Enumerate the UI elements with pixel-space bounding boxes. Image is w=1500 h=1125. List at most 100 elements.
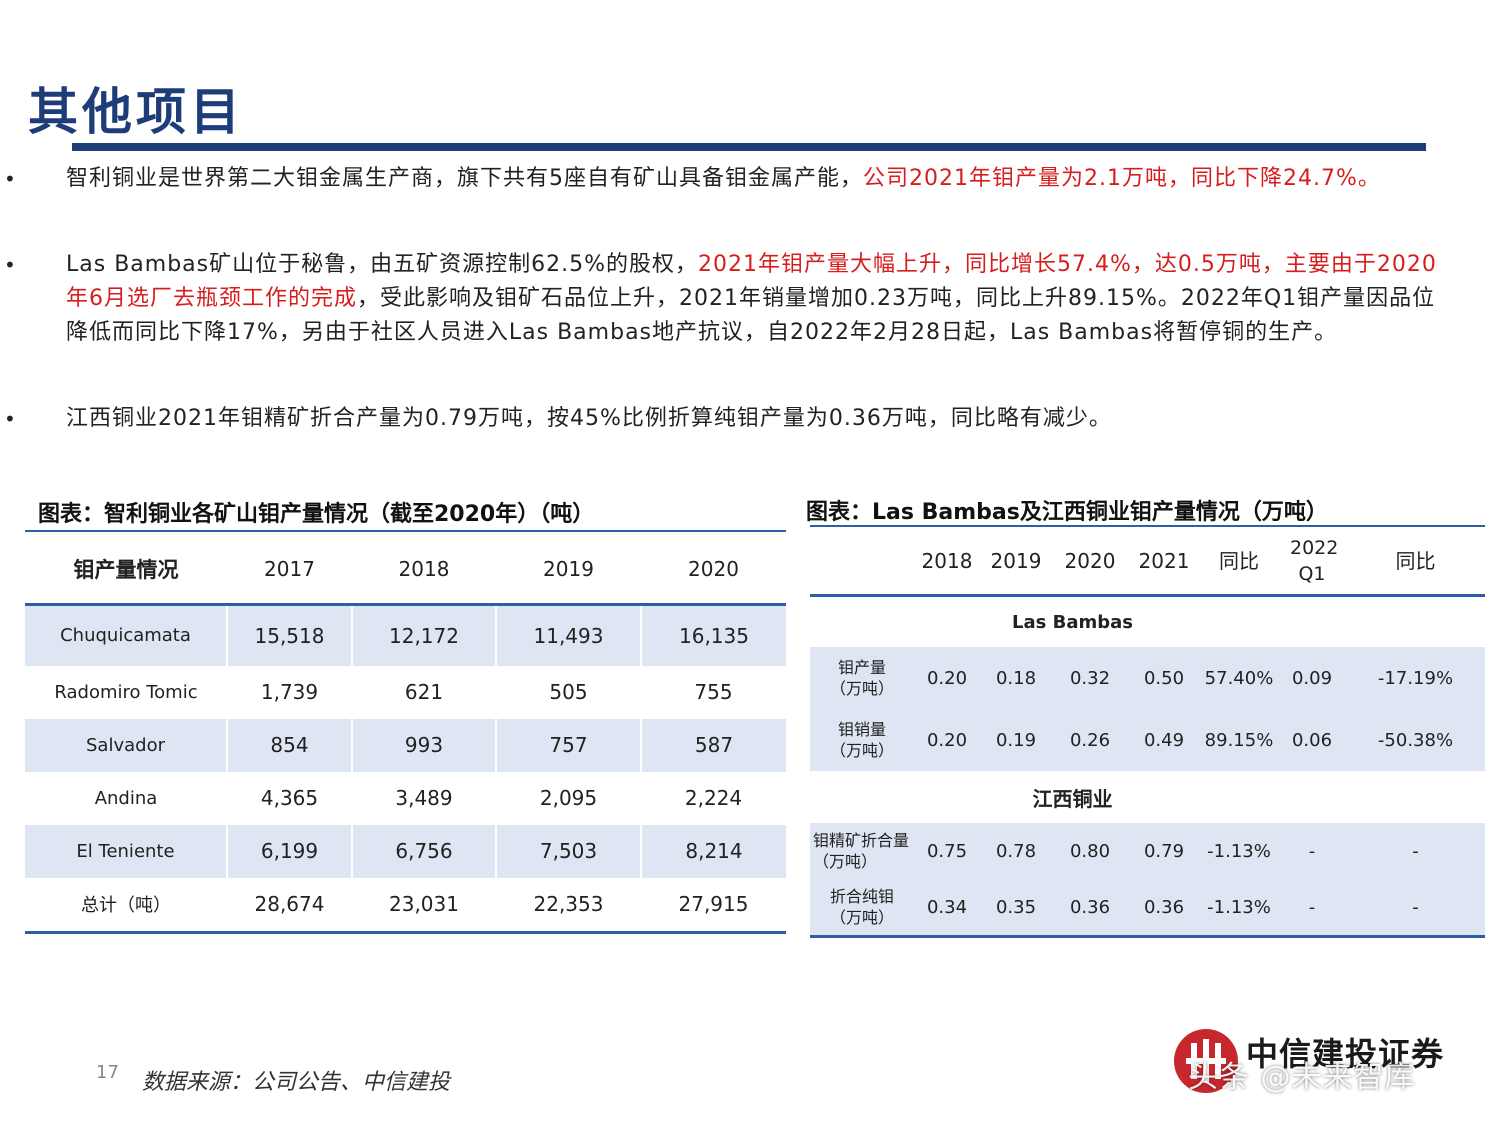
section-label: Las Bambas — [810, 595, 1485, 647]
table-cell: -1.13% — [1200, 823, 1278, 879]
mine-name: El Teniente — [25, 824, 227, 878]
table-row: Salvador 854 993 757 587 — [25, 718, 786, 772]
table-cell: 57.40% — [1200, 647, 1278, 709]
table-cell: 0.32 — [1052, 647, 1128, 709]
bullet-text: Las Bambas矿山位于秘鲁，由五矿资源控制62.5%的股权，2021年钼产… — [66, 248, 1451, 350]
table2-title: 图表：Las Bambas及江西铜业钼产量情况（万吨） — [806, 500, 1328, 525]
bullet-text: 智利铜业是世界第二大钼金属生产商，旗下共有5座自有矿山具备钼金属产能，公司202… — [66, 162, 1451, 196]
table-row: Radomiro Tomic 1,739 621 505 755 — [25, 666, 786, 719]
row-label-text: 钼销量（万吨） — [830, 720, 895, 760]
header-cell: 2017 — [264, 557, 315, 581]
bullet-dot: • — [4, 253, 16, 277]
header-cell: 2018 — [398, 557, 450, 581]
table-cell: - — [1346, 879, 1485, 937]
mine-name: Radomiro Tomic — [54, 681, 198, 703]
body-text: 智利铜业是世界第二大钼金属生产商，旗下共有5座自有矿山具备钼金属产能， — [66, 166, 863, 191]
header-cell: 2020 — [1064, 549, 1116, 573]
lasbambas-jiangxi-table: 2018 2019 2020 2021 同比 2022 Q1 同比 Las Ba… — [810, 528, 1485, 938]
table-cell: 0.78 — [980, 823, 1052, 879]
table-cell: 0.34 — [914, 879, 980, 937]
table-cell: 0.20 — [914, 647, 980, 709]
body-text: ，受此影响及钼矿石品位上升，2021年销量增加0.23万吨，同比上升89.15%… — [66, 286, 1436, 345]
section-label: 江西铜业 — [810, 771, 1485, 823]
table-cell: 28,674 — [254, 892, 325, 916]
table-cell: 11,493 — [495, 604, 641, 666]
table-cell: 1,739 — [260, 680, 319, 704]
table-cell: 0.80 — [1052, 823, 1128, 879]
page-number: 17 — [96, 1062, 119, 1083]
table-cell: 0.49 — [1128, 709, 1200, 771]
table-cell: 12,172 — [351, 604, 496, 666]
table-row: 钼精矿折合量（万吨） 0.75 0.78 0.80 0.79 -1.13% - … — [810, 823, 1485, 879]
header-cell: 2022 Q1 — [1278, 528, 1346, 596]
table-cell: 22,353 — [533, 892, 604, 916]
header-cell: 钼产量情况 — [73, 558, 179, 582]
highlight-text: 2021年钼产量大幅上升，同比增长57.4%，达0.5万吨，主要由于2020年6… — [66, 252, 1437, 311]
table-row: Andina 4,365 3,489 2,095 2,224 — [25, 772, 786, 825]
table-cell: 993 — [351, 718, 496, 772]
row-label: 折合纯钼（万吨） — [810, 879, 914, 937]
table-cell: 621 — [404, 680, 444, 704]
table-cell: 0.35 — [980, 879, 1052, 937]
table-cell: -50.38% — [1346, 709, 1485, 771]
codelco-mines-table: 钼产量情况 2017 2018 2019 2020 Chuquicamata 1… — [25, 535, 786, 934]
table-cell: 0.26 — [1052, 709, 1128, 771]
table-cell: 505 — [549, 680, 588, 704]
watermark: 头条 @未来智库 — [1188, 1060, 1416, 1095]
mine-name: Chuquicamata — [25, 604, 227, 666]
page-title: 其他项目 — [28, 82, 244, 141]
table-cell: 0.19 — [980, 709, 1052, 771]
header-cell: 2019 — [543, 557, 594, 581]
table-cell: 2,224 — [684, 786, 743, 810]
title-divider — [72, 143, 1426, 151]
table-cell: 755 — [694, 680, 733, 704]
company-logo: 中信建投证券 — [1168, 1025, 1478, 1105]
table-cell: 27,915 — [678, 892, 749, 916]
table-cell: - — [1278, 879, 1346, 937]
bullet-dot: • — [4, 407, 16, 431]
table-cell: -1.13% — [1200, 879, 1278, 937]
row-label: 钼销量（万吨） — [810, 709, 914, 771]
table-cell: 8,214 — [640, 824, 786, 878]
row-label-text: 钼精矿折合量（万吨） — [813, 831, 910, 871]
table-header-row: 钼产量情况 2017 2018 2019 2020 — [25, 535, 786, 605]
table-cell: 23,031 — [389, 892, 459, 916]
highlight-text: 公司2021年钼产量为2.1万吨，同比下降24.7%。 — [863, 166, 1381, 191]
table-cell: 16,135 — [640, 604, 786, 666]
table2-top-rule — [810, 525, 1485, 527]
table-cell: 3,489 — [395, 786, 453, 810]
table-cell: 0.06 — [1278, 709, 1346, 771]
table-cell: 587 — [640, 718, 786, 772]
section-row: 江西铜业 — [810, 771, 1485, 823]
source-note: 数据来源：公司公告、中信建投 — [142, 1070, 451, 1095]
table-cell: 854 — [226, 718, 352, 772]
body-text: 江西铜业2021年钼精矿折合产量为0.79万吨，按45%比例折算纯钼产量为0.3… — [66, 406, 1112, 431]
table-cell: - — [1278, 823, 1346, 879]
table-cell: 4,365 — [260, 786, 319, 810]
table-row: 钼销量（万吨） 0.20 0.19 0.26 0.49 89.15% 0.06 … — [810, 709, 1485, 771]
row-label: 钼产量（万吨） — [810, 647, 914, 709]
table-total-row: 总计（吨） 28,674 23,031 22,353 27,915 — [25, 878, 786, 932]
mine-name: Andina — [94, 787, 158, 809]
bullet-dot: • — [4, 167, 16, 191]
table-cell: 89.15% — [1200, 709, 1278, 771]
bullet-text: 江西铜业2021年钼精矿折合产量为0.79万吨，按45%比例折算纯钼产量为0.3… — [66, 402, 1451, 436]
table-row: Chuquicamata 15,518 12,172 11,493 16,135 — [25, 604, 786, 666]
header-cell: 2019 — [990, 549, 1042, 573]
table-header-row: 2018 2019 2020 2021 同比 2022 Q1 同比 — [810, 528, 1485, 596]
logo-mark-icon — [1174, 1029, 1238, 1093]
header-cell — [810, 528, 914, 596]
header-cell: 2021 — [1138, 549, 1190, 573]
table-cell: 7,503 — [495, 824, 641, 878]
table-cell: 0.18 — [980, 647, 1052, 709]
body-text: Las Bambas矿山位于秘鲁，由五矿资源控制62.5%的股权， — [66, 252, 698, 277]
header-cell: 同比 — [1219, 549, 1259, 573]
header-q1-text: 2022 Q1 — [1290, 537, 1339, 585]
table-cell: 2,095 — [539, 786, 598, 810]
row-label: 钼精矿折合量（万吨） — [810, 823, 914, 879]
table1-top-rule — [25, 530, 786, 532]
table-row: 折合纯钼（万吨） 0.34 0.35 0.36 0.36 -1.13% - - — [810, 879, 1485, 937]
table-cell: 0.36 — [1128, 879, 1200, 937]
row-label-text: 钼产量（万吨） — [830, 658, 895, 698]
logo-text: 中信建投证券 — [1246, 1035, 1445, 1073]
